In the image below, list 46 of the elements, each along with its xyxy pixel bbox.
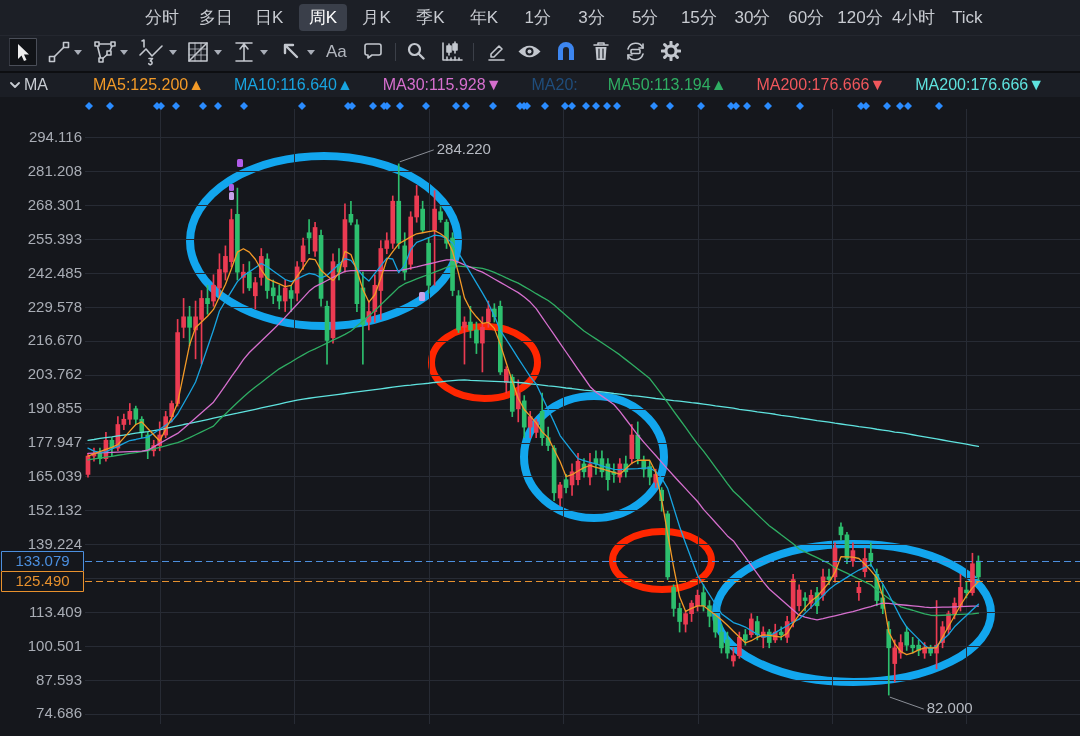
text: 月K	[361, 7, 392, 29]
text: 1分	[523, 7, 552, 29]
text: MA200:176.666▼	[915, 75, 1045, 95]
y-tick-label: 242.485	[27, 263, 82, 281]
annotation: 284.220	[436, 139, 491, 157]
y-tick-label: 152.132	[27, 501, 82, 518]
text: 年K	[468, 7, 500, 29]
text: 周K	[299, 4, 347, 31]
text: MA20:	[531, 75, 578, 95]
text: 多日	[197, 7, 234, 29]
text: 60分	[787, 7, 826, 29]
y-tick-label: 268.301	[27, 195, 82, 213]
legend-label: MA200:176.666▼	[756, 75, 886, 95]
text: 日K	[254, 7, 285, 29]
text: 4小时	[890, 7, 937, 29]
y-tick-label: 203.762	[27, 365, 82, 383]
y-tick-label: 177.947	[27, 433, 82, 451]
y-tick-label: 190.855	[27, 399, 82, 417]
y-tick-label: 139.224	[27, 534, 82, 552]
text: 30分	[733, 7, 772, 29]
y-tick-label: 216.670	[27, 331, 82, 349]
y-tick-label: 87.593	[36, 670, 82, 688]
ref-line-label: 125.490	[15, 572, 70, 590]
y-tick-label: 294.116	[28, 128, 82, 145]
text: 120分	[836, 7, 884, 29]
text: 季K	[415, 7, 446, 29]
text: MA10:116.640▲	[234, 75, 353, 95]
text: 5分	[630, 7, 660, 29]
y-tick-label: 165.039	[27, 467, 82, 485]
y-tick-label: 281.208	[27, 161, 82, 179]
text: Aa	[326, 41, 347, 63]
y-tick-label: 74.686	[36, 704, 82, 722]
text: 分时	[143, 7, 180, 29]
text: MA30:115.928▼	[382, 75, 502, 95]
annotation: 82.000	[926, 699, 973, 717]
y-tick-label: 255.393	[27, 229, 82, 247]
y-tick-label: 113.409	[28, 602, 82, 620]
y-tick-label: 229.578	[27, 297, 82, 315]
text: MA	[24, 75, 48, 95]
y-tick-label: 100.501	[27, 636, 82, 654]
text: 15分	[679, 7, 718, 29]
ref-line-label: 133.079	[15, 552, 70, 570]
text: MA5:125.200▲	[93, 75, 205, 95]
text: 3分	[577, 7, 606, 29]
text: MA50:113.194▲	[607, 75, 727, 95]
text: Tick	[951, 7, 984, 29]
